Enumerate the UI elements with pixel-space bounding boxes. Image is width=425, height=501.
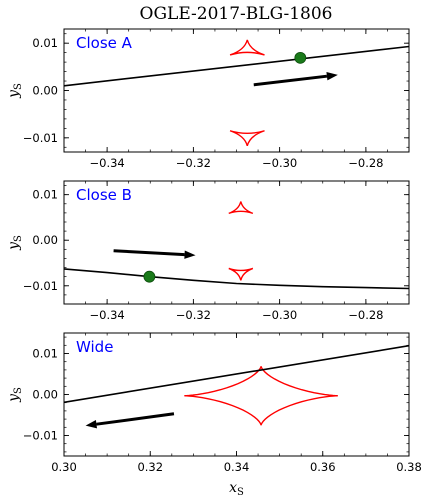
x-tick-label: 0.38: [396, 460, 422, 474]
caustic-curve: [229, 39, 265, 56]
x-tick-label: −0.28: [348, 156, 383, 170]
y-axis-label-subscript: S: [13, 387, 24, 394]
caustic-curve: [229, 130, 265, 147]
panel-label: Close B: [76, 186, 132, 204]
y-tick-label: 0.01: [32, 347, 58, 361]
axes-frame: [63, 332, 410, 457]
axes-frame: [63, 28, 410, 153]
x-tick-label: −0.28: [348, 308, 383, 322]
y-tick-label: 0.00: [32, 84, 58, 98]
y-axis-label: yS: [6, 235, 24, 251]
y-axis-label-subscript: S: [13, 235, 24, 242]
y-tick-label: 0.01: [32, 36, 58, 50]
figure-title: OGLE-2017-BLG-1806: [140, 4, 333, 24]
y-tick-label: −0.01: [23, 279, 58, 293]
x-tick-label: 0.30: [51, 460, 77, 474]
x-tick-label: 0.32: [137, 460, 163, 474]
y-tick-label: 0.00: [32, 233, 58, 247]
direction-arrow-shaft: [113, 249, 185, 257]
direction-arrow-head: [326, 72, 338, 81]
panel-wide: 0.30 0.32 0.34 0.36 0.38 0.01 0.00 −0.01 Wide yS x…: [6, 332, 422, 498]
y-axis-label: yS: [6, 387, 24, 403]
x-axis-label-subscript: S: [237, 487, 244, 498]
caustic-curve: [228, 267, 254, 281]
x-tick-label: −0.34: [90, 308, 125, 322]
source-trajectory-line: [64, 344, 409, 404]
source-position-marker: [143, 270, 156, 283]
y-axis-label-subscript: S: [13, 83, 24, 90]
panel-label: Close A: [76, 34, 133, 52]
x-axis-label: xS: [229, 480, 244, 498]
x-tick-label: 0.34: [224, 460, 250, 474]
x-tick-label: −0.32: [176, 308, 211, 322]
plot-area: [64, 344, 409, 429]
y-axis-label: yS: [6, 83, 24, 99]
x-tick-label: −0.34: [90, 156, 125, 170]
direction-arrow-shaft: [253, 74, 328, 87]
y-tick-label: −0.01: [23, 131, 58, 145]
source-position-marker: [294, 51, 307, 64]
panels: −0.34 −0.32 −0.30 −0.28 0.01 0.00 −0.01 Close A…: [6, 28, 422, 498]
source-trajectory-line: [64, 45, 409, 87]
x-tick-label: 0.36: [310, 460, 336, 474]
axes-frame: [63, 180, 410, 305]
panel-label: Wide: [76, 338, 113, 356]
x-tick-label: −0.30: [262, 156, 297, 170]
caustic-curve: [184, 366, 338, 426]
y-tick-label: 0.01: [32, 188, 58, 202]
plot-area: [64, 201, 409, 290]
x-tick-label: −0.30: [262, 308, 297, 322]
x-tick-label: −0.32: [176, 156, 211, 170]
panel-close-a: −0.34 −0.32 −0.30 −0.28 0.01 0.00 −0.01 Close A…: [6, 28, 410, 170]
source-trajectory-line: [64, 268, 409, 290]
plot-area: [64, 39, 409, 147]
panel-close-b: −0.34 −0.32 −0.30 −0.28 0.01 0.00 −0.01 Close B…: [6, 180, 410, 322]
direction-arrow-head: [85, 420, 98, 429]
direction-arrow-shaft: [96, 412, 175, 426]
y-tick-label: 0.00: [32, 388, 58, 402]
y-tick-label: −0.01: [23, 429, 58, 443]
caustic-curve: [228, 201, 254, 215]
direction-arrow-head: [184, 250, 196, 259]
